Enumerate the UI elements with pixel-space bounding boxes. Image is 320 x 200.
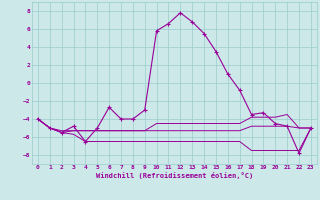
X-axis label: Windchill (Refroidissement éolien,°C): Windchill (Refroidissement éolien,°C): [96, 172, 253, 179]
